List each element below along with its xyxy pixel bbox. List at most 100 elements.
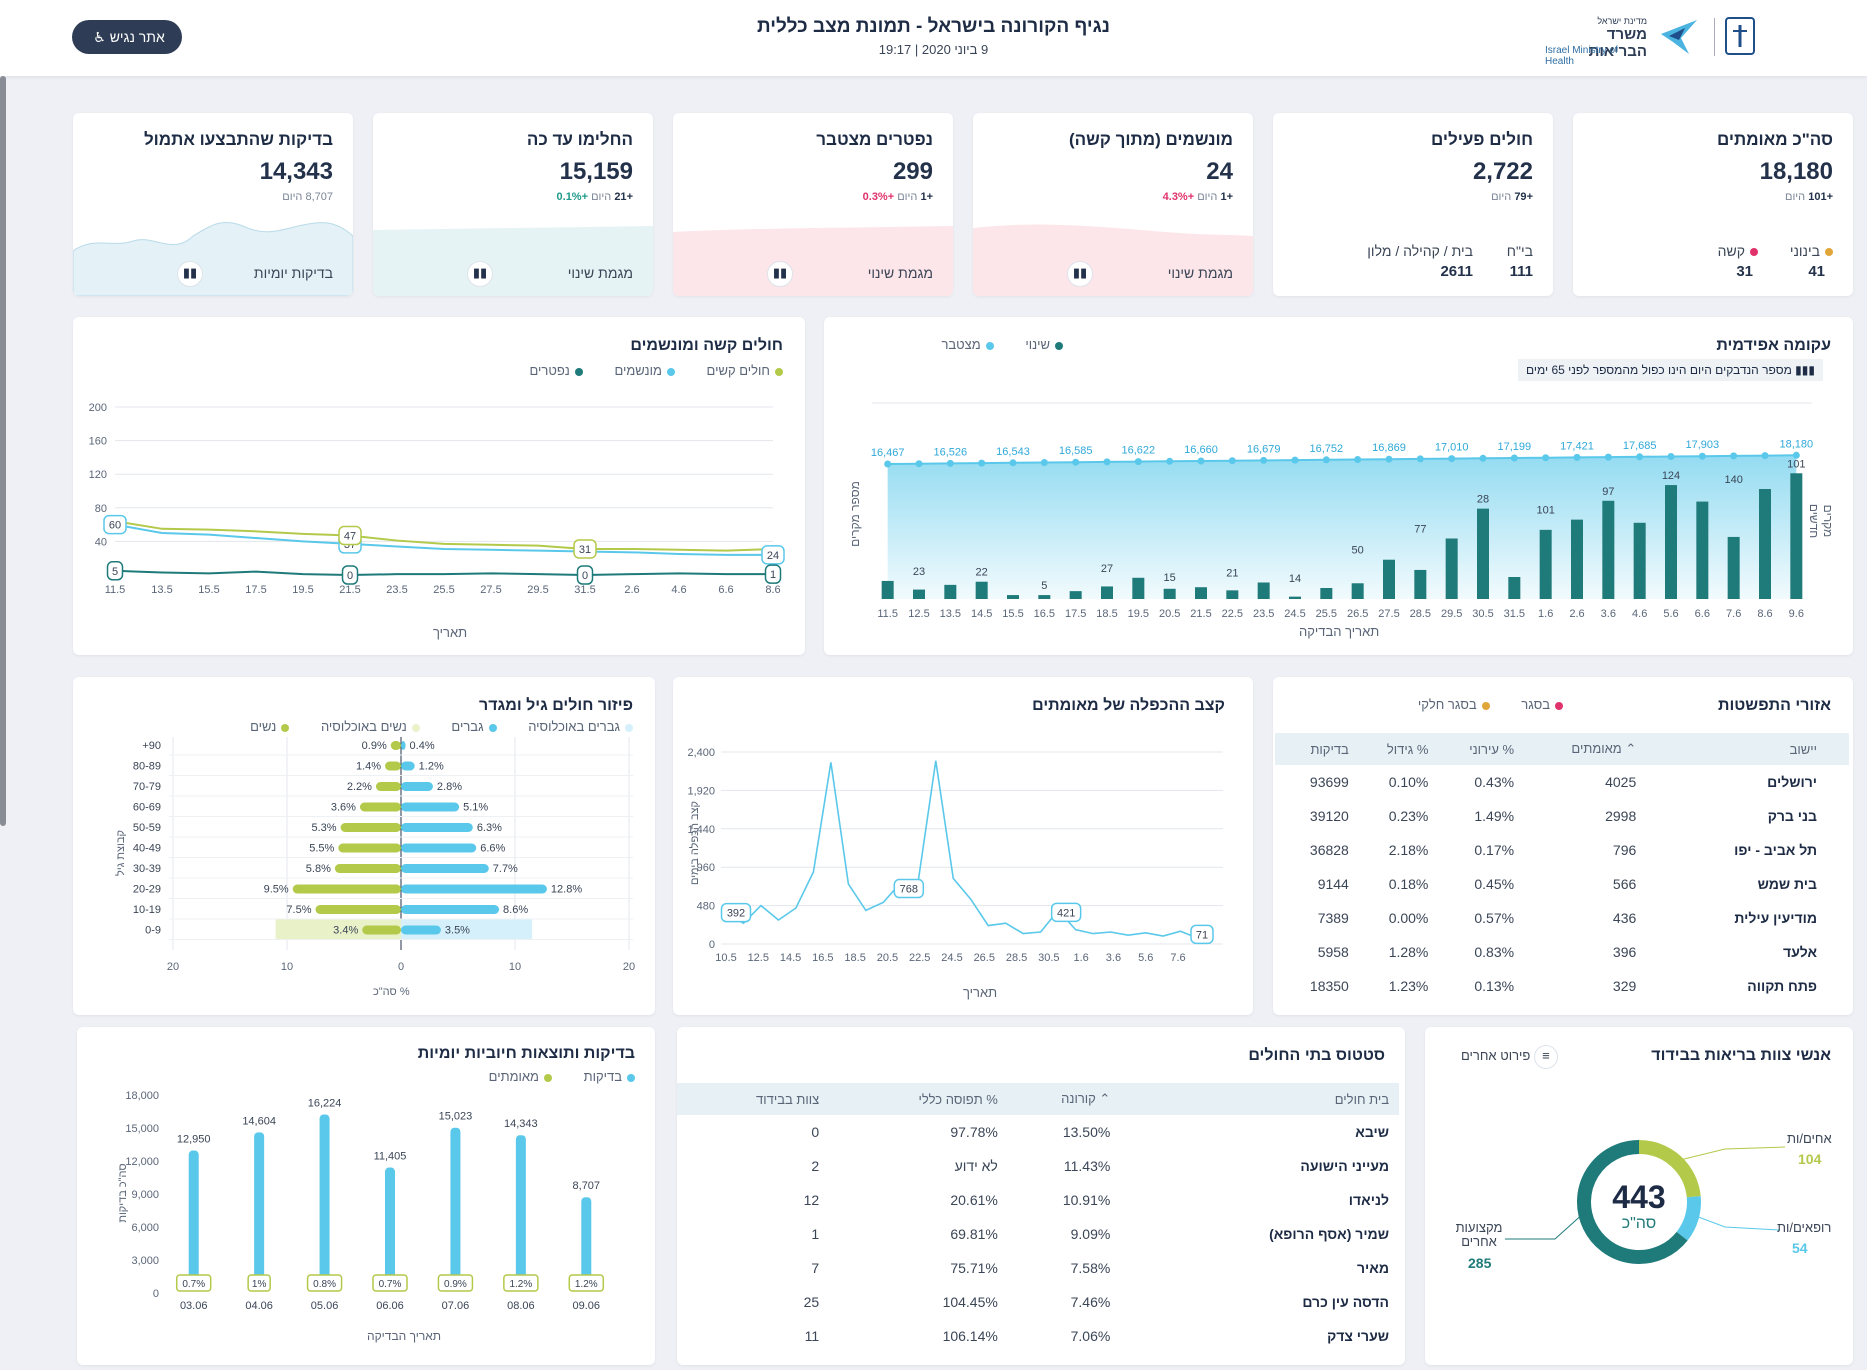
legend-severe[interactable]: חולים קשים: [693, 363, 783, 378]
table-row[interactable]: לניאדו 10.91% 20.61% 12: [677, 1183, 1399, 1217]
bar-chart-icon[interactable]: ▮▮: [767, 261, 793, 287]
positive-pct-box: [247, 1274, 271, 1292]
x-tick-label: 4.6: [1632, 608, 1647, 620]
donut-slice-2: [1577, 1140, 1688, 1264]
legend-change[interactable]: שינוי: [1011, 337, 1063, 352]
cell-confirmed: 566: [1612, 876, 1637, 892]
legend-lockdown[interactable]: בסגר: [1507, 697, 1563, 712]
cell-tests: 9144: [1317, 876, 1349, 892]
bar-chart-icon[interactable]: ▮▮: [467, 261, 493, 287]
legend-cumulative[interactable]: מצטבר: [927, 337, 994, 352]
col-confirmed[interactable]: ⌃ מאומתים: [1515, 733, 1638, 765]
kpi-value: 24: [1206, 158, 1233, 185]
men-pct-label: 5.1%: [463, 802, 488, 814]
cumulative-label: 16,869: [1372, 442, 1406, 454]
col-corona[interactable]: ⌃ קורונה: [998, 1083, 1112, 1115]
table-row[interactable]: בני ברק 2998 1.49% 0.23% 39120: [1275, 799, 1849, 833]
legend-partial-lockdown[interactable]: בסגר חלקי: [1404, 697, 1490, 712]
women-population-bar: [275, 919, 401, 940]
legend-women-pop[interactable]: נשים באוכלוסיה: [307, 719, 420, 734]
col-urban-pct[interactable]: % עירוני: [1429, 733, 1516, 765]
trend-label[interactable]: מגמת שינוי: [868, 265, 933, 281]
legend-men-pop[interactable]: גברים באוכלוסיה: [514, 719, 633, 734]
chart-legend: בדיקות מאומתים: [461, 1069, 635, 1084]
table-row[interactable]: אשדוד3230.14%0.00%13739: [1275, 1003, 1849, 1015]
cell-hospital: הדסה עין כרם: [1302, 1294, 1389, 1310]
col-staff-isolation[interactable]: צוות בבידוד: [677, 1083, 821, 1115]
table-row[interactable]: מאיר 7.58% 75.71% 7: [677, 1251, 1399, 1285]
bar-chart-icon[interactable]: ▮▮: [177, 261, 203, 287]
x-axis-label: תאריך: [433, 625, 468, 640]
x-tick-label: 26.5: [974, 952, 995, 964]
callout-deceased-mid: 0: [347, 570, 353, 582]
table-row[interactable]: שערי צדק 7.06% 106.14% 11: [677, 1319, 1399, 1353]
trend-label[interactable]: בדיקות יומיות: [254, 265, 333, 281]
callout-ventilated-end-box: [761, 545, 785, 565]
legend-deceased[interactable]: נפטרים: [515, 363, 583, 378]
new-cases-bar: [1665, 485, 1677, 599]
men-bar: [401, 884, 547, 894]
x-tick-label: 18.5: [1096, 608, 1117, 620]
table-row[interactable]: סורוקה5.00%113.07%49: [677, 1353, 1399, 1365]
bar-chart-icon[interactable]: ▮▮: [1067, 261, 1093, 287]
accessible-site-button[interactable]: ♿ אתר נגיש: [72, 20, 182, 54]
table-row[interactable]: הדסה עין כרם 7.46% 104.45% 25: [677, 1285, 1399, 1319]
bar-value-label: 22: [976, 567, 988, 579]
cell-staff-isolation: 0: [811, 1124, 820, 1140]
x-tick-label: 3.6: [1601, 608, 1616, 620]
legend-men[interactable]: גברים: [437, 719, 497, 734]
age-group-label: 60-69: [133, 802, 161, 814]
table-row[interactable]: מודיעין עילית 436 0.57% 0.00% 7389: [1275, 901, 1849, 935]
legend-confirmed[interactable]: מאומתים: [475, 1069, 552, 1084]
legend-ventilated-text: מונשמים: [614, 363, 662, 378]
x-tick-label: 09.06: [573, 1300, 601, 1312]
series-line-1: [114, 523, 773, 556]
cell-hospital: מאיר: [1356, 1260, 1389, 1276]
table-row[interactable]: תל אביב - יפו 796 0.17% 2.18% 36828: [1275, 833, 1849, 867]
col-growth-pct[interactable]: % גידול: [1349, 733, 1430, 765]
cell-city: מודיעין עילית: [1734, 910, 1817, 926]
tests-bar: [450, 1127, 461, 1289]
legend-text: מאומתים: [488, 1069, 539, 1084]
men-bar: [401, 802, 460, 812]
x-tick-label: 04.06: [245, 1300, 273, 1312]
table-row[interactable]: בית שמש 566 0.45% 0.18% 9144: [1275, 867, 1849, 901]
chart-legend: שינוי מצטבר: [913, 337, 1063, 352]
table-row[interactable]: פתח תקווה 329 0.13% 1.23% 18350: [1275, 969, 1849, 1003]
cell-growth-pct: 0.23%: [1388, 808, 1429, 824]
men-pct-label: 7.7%: [493, 863, 518, 875]
cell-hospital: שערי צדק: [1327, 1328, 1389, 1344]
breakdown-button[interactable]: ≡ פירוט אחרים: [1461, 1045, 1558, 1069]
legend-change-text: שינוי: [1025, 337, 1050, 352]
legend-ventilated[interactable]: מונשמים: [600, 363, 675, 378]
col-occupancy[interactable]: % תפוסה כללי: [820, 1083, 999, 1115]
y-tick-label: 9,000: [131, 1189, 159, 1201]
y-tick-label: 480: [697, 901, 715, 913]
callout-768: 768: [900, 884, 918, 896]
regions-table: יישוב ⌃ מאומתים % עירוני % גידול בדיקות …: [1275, 733, 1849, 1015]
x-tick-label: 30.5: [1038, 952, 1059, 964]
table-row[interactable]: מעייני הישועה 11.43% לא ידוע 2: [677, 1149, 1399, 1183]
cell-hospital: לניאדו: [1348, 1192, 1389, 1208]
cell-tests: 36828: [1309, 842, 1349, 858]
chart-title: פיזור חולים גיל ומגדר: [479, 697, 633, 714]
page-title: נגיף הקורונה בישראל - תמונת מצב כללית: [757, 16, 1110, 37]
x-tick-label: 20: [167, 961, 179, 973]
col-city[interactable]: יישוב: [1637, 733, 1849, 765]
trend-label[interactable]: מגמת שינוי: [1168, 265, 1233, 281]
table-row[interactable]: שיבא 13.50% 97.78% 0: [677, 1115, 1399, 1149]
col-tests[interactable]: בדיקות: [1275, 733, 1350, 765]
table-row[interactable]: ירושלים 4025 0.43% 0.10% 93699: [1275, 765, 1849, 799]
legend-women[interactable]: נשים: [236, 719, 290, 734]
col-hospital[interactable]: בית חולים: [1111, 1083, 1399, 1115]
x-axis-label: תאריך: [963, 985, 998, 1000]
table-row[interactable]: אלעד 396 0.83% 1.28% 5958: [1275, 935, 1849, 969]
left-scrollbar[interactable]: [0, 76, 6, 826]
table-row[interactable]: שמיר (אסף הרופא) 9.09% 69.81% 1: [677, 1217, 1399, 1251]
trend-label[interactable]: מגמת שינוי: [568, 265, 633, 281]
legend-tests[interactable]: בדיקות: [570, 1069, 635, 1084]
bar-value-label: 140: [1724, 474, 1742, 486]
cell-city: בית שמש: [1757, 876, 1817, 892]
cumulative-label: 16,752: [1310, 443, 1344, 455]
x-tick-label: 10: [509, 961, 521, 973]
